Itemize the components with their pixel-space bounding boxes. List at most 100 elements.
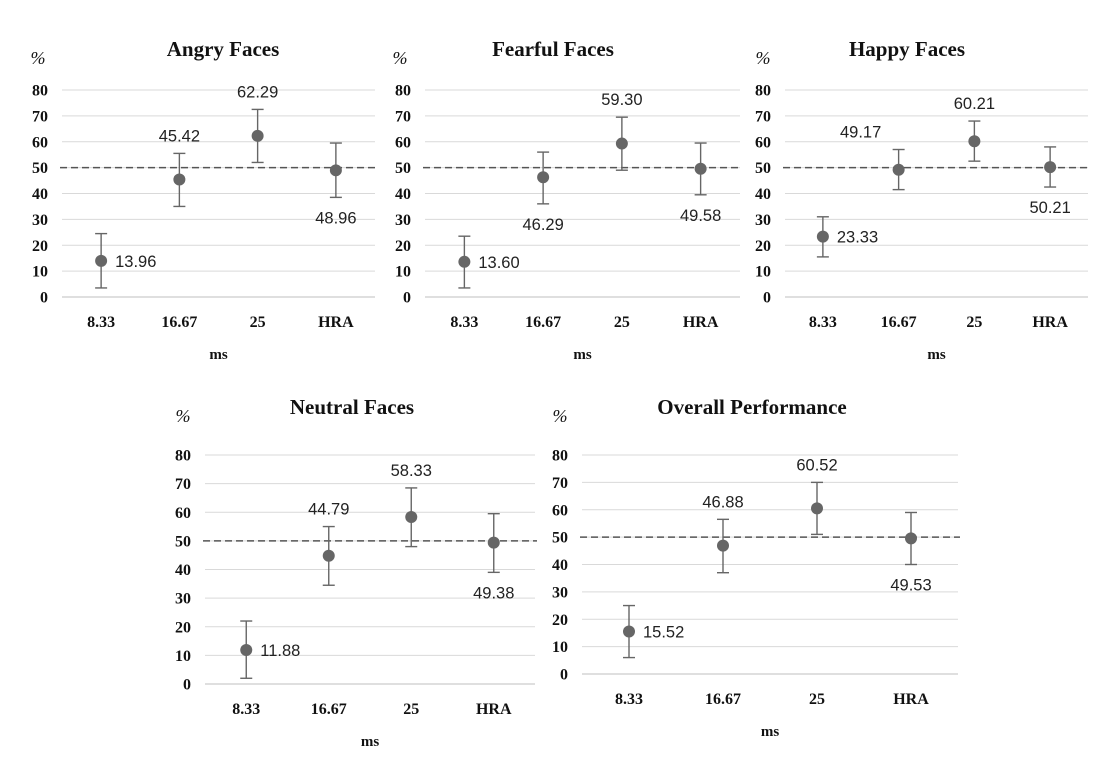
y-axis-unit: % — [31, 48, 46, 68]
x-axis-label: ms — [209, 347, 227, 363]
y-tick-label: 80 — [395, 83, 411, 100]
y-tick-label: 30 — [175, 591, 191, 608]
y-tick-label: 50 — [755, 160, 771, 177]
y-tick-label: 40 — [552, 557, 568, 574]
data-point — [537, 171, 550, 184]
x-axis-label: ms — [927, 347, 945, 363]
x-tick-label: 8.33 — [232, 701, 260, 718]
x-tick-label: HRA — [893, 691, 929, 708]
data-label: 49.53 — [890, 577, 931, 595]
data-point — [1044, 161, 1057, 174]
y-tick-label: 10 — [552, 639, 568, 656]
chart-title: Overall Performance — [657, 395, 847, 419]
y-tick-label: 20 — [755, 238, 771, 255]
y-tick-label: 70 — [395, 108, 411, 125]
y-axis-unit: % — [176, 406, 191, 426]
y-tick-label: 20 — [395, 238, 411, 255]
data-point — [615, 137, 628, 150]
y-tick-label: 60 — [175, 505, 191, 522]
y-tick-label: 10 — [175, 648, 191, 665]
data-point — [322, 549, 335, 562]
y-axis-unit: % — [393, 48, 408, 68]
y-axis-unit: % — [756, 48, 771, 68]
data-label: 45.42 — [159, 127, 200, 145]
data-point — [240, 643, 253, 656]
x-tick-label: 16.67 — [161, 314, 197, 331]
data-label: 49.58 — [680, 207, 721, 225]
chart-panel: Angry Faces% 0 10 20 30 40 50 60 70 80 8.33 16.67 25… — [31, 37, 377, 363]
y-tick-label: 80 — [32, 83, 48, 100]
data-label: 46.29 — [522, 216, 563, 234]
y-tick-label: 50 — [552, 530, 568, 547]
data-point — [968, 135, 981, 148]
y-tick-label: 50 — [395, 160, 411, 177]
y-tick-label: 50 — [32, 160, 48, 177]
x-tick-label: 25 — [966, 314, 982, 331]
y-tick-label: 70 — [32, 108, 48, 125]
y-tick-label: 60 — [395, 134, 411, 151]
data-point — [905, 532, 917, 545]
x-tick-label: 8.33 — [809, 314, 837, 331]
x-tick-label: 8.33 — [450, 314, 478, 331]
chart-panel: Fearful Faces% 0 10 20 30 40 50 60 70 80 8.33 16.67… — [393, 37, 742, 363]
y-tick-label: 20 — [32, 238, 48, 255]
chart-title: Happy Faces — [849, 37, 965, 61]
y-tick-label: 0 — [763, 290, 771, 307]
data-point — [405, 511, 418, 524]
y-tick-label: 40 — [175, 562, 191, 579]
y-tick-label: 30 — [32, 212, 48, 229]
x-tick-label: 25 — [614, 314, 630, 331]
chart-title: Fearful Faces — [492, 37, 614, 61]
x-axis-label: ms — [761, 724, 779, 740]
x-tick-label: 16.67 — [311, 701, 347, 718]
data-label: 58.33 — [391, 462, 432, 480]
y-tick-label: 70 — [755, 108, 771, 125]
y-tick-label: 0 — [40, 290, 48, 307]
data-label: 62.29 — [237, 83, 278, 101]
data-label: 60.52 — [796, 456, 837, 474]
x-tick-label: 16.67 — [525, 314, 561, 331]
x-tick-label: 16.67 — [881, 314, 917, 331]
y-axis-unit: % — [553, 406, 568, 426]
y-tick-label: 0 — [560, 667, 568, 684]
data-label: 46.88 — [702, 493, 743, 511]
y-tick-label: 80 — [175, 448, 191, 465]
y-tick-label: 20 — [552, 612, 568, 629]
y-tick-label: 0 — [403, 290, 411, 307]
data-point — [458, 255, 471, 268]
y-tick-label: 60 — [552, 502, 568, 519]
x-tick-label: HRA — [1032, 314, 1068, 331]
data-label: 50.21 — [1029, 199, 1070, 217]
data-point — [816, 230, 829, 243]
data-point — [694, 162, 707, 175]
data-label: 44.79 — [308, 501, 349, 519]
x-tick-label: 25 — [403, 701, 419, 718]
y-tick-label: 60 — [755, 134, 771, 151]
data-point — [717, 539, 729, 552]
y-tick-label: 20 — [175, 619, 191, 636]
y-tick-label: 40 — [755, 186, 771, 203]
x-tick-label: HRA — [476, 701, 512, 718]
data-label: 48.96 — [315, 209, 356, 227]
data-point — [173, 173, 186, 186]
y-tick-label: 80 — [552, 448, 568, 465]
y-tick-label: 50 — [175, 533, 191, 550]
data-label: 13.96 — [115, 253, 156, 271]
data-point — [329, 164, 342, 177]
x-tick-label: 16.67 — [705, 691, 741, 708]
data-label: 59.30 — [601, 91, 642, 109]
x-tick-label: 8.33 — [87, 314, 115, 331]
y-tick-label: 10 — [32, 264, 48, 281]
y-tick-label: 10 — [755, 264, 771, 281]
data-point — [623, 625, 635, 638]
data-label: 49.17 — [840, 124, 881, 142]
data-point — [487, 536, 500, 549]
y-tick-label: 70 — [175, 476, 191, 493]
chart-panel: Happy Faces% 0 10 20 30 40 50 60 70 80 8.33 16.67 25… — [755, 37, 1090, 363]
y-tick-label: 10 — [395, 264, 411, 281]
y-tick-label: 30 — [755, 212, 771, 229]
x-tick-label: 25 — [809, 691, 825, 708]
x-tick-label: HRA — [683, 314, 719, 331]
data-point — [811, 502, 823, 515]
data-point — [95, 254, 108, 267]
